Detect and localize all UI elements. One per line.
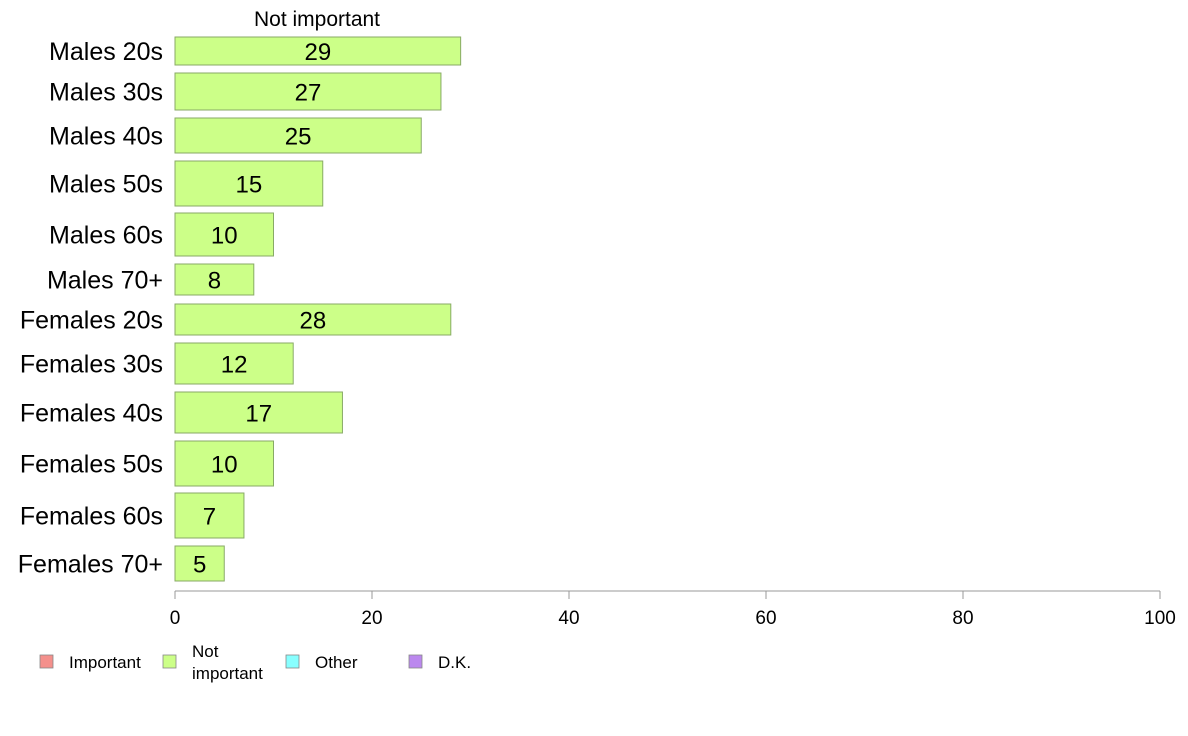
bar <box>174 263 255 296</box>
category-label: Females 50s <box>20 451 163 479</box>
x-tick-label: 40 <box>558 608 579 629</box>
bar <box>174 545 225 582</box>
bar <box>174 342 294 385</box>
x-tick-label: 100 <box>1144 608 1176 629</box>
bars-group: Males 20s 29 Males 30s 27 Males 40s 25 Males 5… <box>18 36 462 582</box>
bar <box>174 72 442 111</box>
category-label: Males 60s <box>49 222 163 250</box>
legend-label: Other <box>315 653 358 672</box>
x-tick-label: 0 <box>170 608 181 629</box>
bar-value-label: 15 <box>236 172 263 199</box>
category-label: Males 40s <box>49 123 163 151</box>
category-label: Males 70+ <box>47 267 163 295</box>
bar <box>174 36 462 66</box>
category-label: Males 50s <box>49 171 163 199</box>
bar <box>174 160 324 207</box>
bar-value-label: 10 <box>211 452 238 479</box>
category-label: Males 20s <box>49 38 163 66</box>
x-axis: 0 20 40 60 80 100 <box>170 590 1176 629</box>
legend-label: D.K. <box>438 653 471 672</box>
x-tick-label: 20 <box>361 608 382 629</box>
legend-swatch <box>39 654 54 669</box>
chart-title: Not important <box>254 8 380 31</box>
bar-value-label: 7 <box>203 504 216 531</box>
category-label: Males 30s <box>49 79 163 107</box>
category-label: Females 20s <box>20 307 163 335</box>
legend-label: Not <box>192 642 219 661</box>
legend-swatch <box>408 654 423 669</box>
bar-value-label: 29 <box>304 39 331 66</box>
legend-swatch <box>162 654 177 669</box>
bar-value-label: 27 <box>295 80 322 107</box>
category-label: Females 30s <box>20 351 163 379</box>
legend-swatch <box>285 654 300 669</box>
bar-value-label: 17 <box>245 401 272 428</box>
bar <box>174 492 245 539</box>
legend-label: Important <box>69 653 141 672</box>
bar <box>174 117 422 154</box>
bar-value-label: 25 <box>285 124 312 151</box>
category-label: Females 40s <box>20 400 163 428</box>
bar-value-label: 8 <box>208 268 221 295</box>
bar <box>174 391 343 434</box>
bar-value-label: 28 <box>300 308 327 335</box>
bar <box>174 212 274 257</box>
bar <box>174 303 452 336</box>
x-tick-label: 60 <box>755 608 776 629</box>
bar-value-label: 12 <box>221 352 248 379</box>
bar-value-label: 10 <box>211 223 238 250</box>
legend: Important Not important Other D.K. <box>39 642 471 683</box>
bar <box>174 440 274 487</box>
bar-value-label: 5 <box>193 552 206 579</box>
legend-label: important <box>192 664 263 683</box>
category-label: Females 60s <box>20 503 163 531</box>
category-label: Females 70+ <box>18 551 163 579</box>
x-tick-label: 80 <box>952 608 973 629</box>
